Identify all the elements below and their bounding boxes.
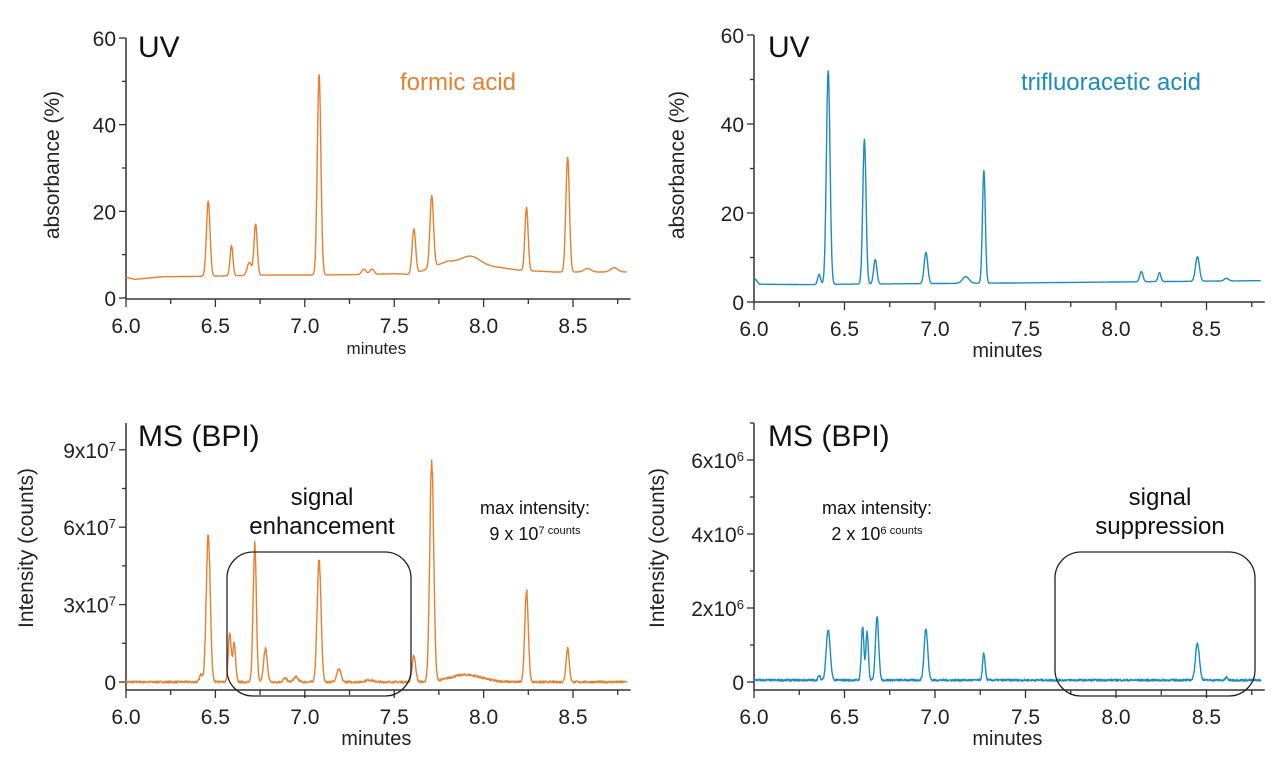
- annotation-box: [226, 551, 412, 697]
- annotation-box-label: signal: [1129, 484, 1192, 511]
- x-tick-label: 8.5: [1192, 318, 1221, 341]
- x-tick-label: 6.0: [739, 706, 768, 729]
- y-tick-label: 20: [93, 201, 116, 224]
- x-tick-label: 8.0: [1101, 706, 1130, 729]
- y-tick-label: 3x107: [63, 593, 116, 618]
- x-tick-label: 8.0: [469, 315, 498, 338]
- panel-title: MS (BPI): [768, 420, 890, 453]
- x-tick-label: 8.5: [558, 315, 587, 338]
- y-tick-label: 0: [732, 672, 744, 695]
- x-axis-label: minutes: [347, 339, 407, 358]
- x-tick-label: 6.5: [830, 706, 859, 729]
- max-intensity-label: max intensity:: [822, 498, 932, 518]
- annotation-box-label: suppression: [1095, 513, 1224, 540]
- y-tick-label: 0: [104, 672, 116, 695]
- y-tick-label: 40: [721, 114, 744, 137]
- chart-panel-4: 6.0 6.5 7.0 7.5 8.0 8.5 0 2x106 4x106 6x106 minute…: [646, 420, 1265, 750]
- x-tick-label: 7.0: [290, 315, 319, 338]
- series-label: formic acid: [400, 69, 516, 96]
- y-tick-label: 6x106: [691, 449, 744, 474]
- annotation-box-label: enhancement: [249, 513, 395, 540]
- x-axis-label: minutes: [341, 728, 411, 750]
- y-tick-label: 60: [721, 25, 744, 48]
- series-trace: [753, 616, 1262, 682]
- y-tick-label: 6x107: [63, 516, 116, 541]
- y-tick-label: 40: [93, 115, 116, 138]
- max-intensity-label: 9 x 107 counts: [489, 524, 581, 544]
- panel-title: UV: [768, 31, 810, 64]
- x-tick-label: 8.0: [1101, 318, 1130, 341]
- y-axis-label: Intensity (counts): [15, 468, 38, 628]
- x-tick-label: 8.5: [1192, 706, 1221, 729]
- y-tick-label: 0: [104, 288, 116, 311]
- y-axis-label: absorbance (%): [666, 91, 689, 239]
- x-tick-label: 6.0: [111, 315, 140, 338]
- y-axis-label: absorbance (%): [41, 91, 64, 239]
- y-axis-label: Intensity (counts): [646, 468, 669, 628]
- panel-title: MS (BPI): [138, 420, 260, 453]
- x-tick-label: 7.5: [380, 315, 409, 338]
- annotation-box: [1054, 551, 1256, 697]
- chart-panel-2: 6.0 6.5 7.0 7.5 8.0 8.5 0 20 40 60 minutes absorban…: [666, 25, 1265, 362]
- x-axis-label: minutes: [972, 340, 1042, 362]
- x-tick-label: 6.5: [830, 318, 859, 341]
- x-tick-label: 7.5: [1011, 706, 1040, 729]
- series-trace: [125, 459, 628, 684]
- x-tick-label: 6.0: [111, 706, 140, 729]
- x-tick-label: 8.5: [558, 706, 587, 729]
- chart-panel-1: 6.0 6.5 7.0 7.5 8.0 8.5 0 20 40 60 minutes absorban…: [41, 28, 631, 358]
- chart-panel-3: 6.0 6.5 7.0 7.5 8.0 8.5 0 3x107 6x107 9x107 minute…: [15, 420, 631, 750]
- x-tick-label: 7.5: [1011, 318, 1040, 341]
- x-tick-label: 7.0: [290, 706, 319, 729]
- panel-title: UV: [138, 31, 180, 64]
- series-label: trifluoracetic acid: [1021, 69, 1201, 96]
- x-tick-label: 7.0: [920, 706, 949, 729]
- max-intensity-label: max intensity:: [480, 498, 590, 518]
- x-tick-label: 8.0: [469, 706, 498, 729]
- x-tick-label: 6.5: [201, 315, 230, 338]
- y-tick-label: 60: [93, 28, 116, 51]
- x-axis-label: minutes: [972, 728, 1042, 750]
- y-tick-label: 0: [732, 292, 744, 315]
- x-tick-label: 6.5: [201, 706, 230, 729]
- x-tick-label: 7.5: [380, 706, 409, 729]
- series-trace: [753, 70, 1262, 286]
- annotation-box-label: signal: [291, 484, 354, 511]
- y-tick-label: 4x106: [691, 523, 744, 548]
- y-tick-label: 2x106: [691, 597, 744, 622]
- series-trace: [125, 74, 627, 281]
- x-tick-label: 7.0: [920, 318, 949, 341]
- max-intensity-label: 2 x 106 counts: [831, 524, 923, 544]
- x-tick-label: 6.0: [739, 318, 768, 341]
- y-tick-label: 20: [721, 203, 744, 226]
- y-tick-label: 9x107: [63, 438, 116, 463]
